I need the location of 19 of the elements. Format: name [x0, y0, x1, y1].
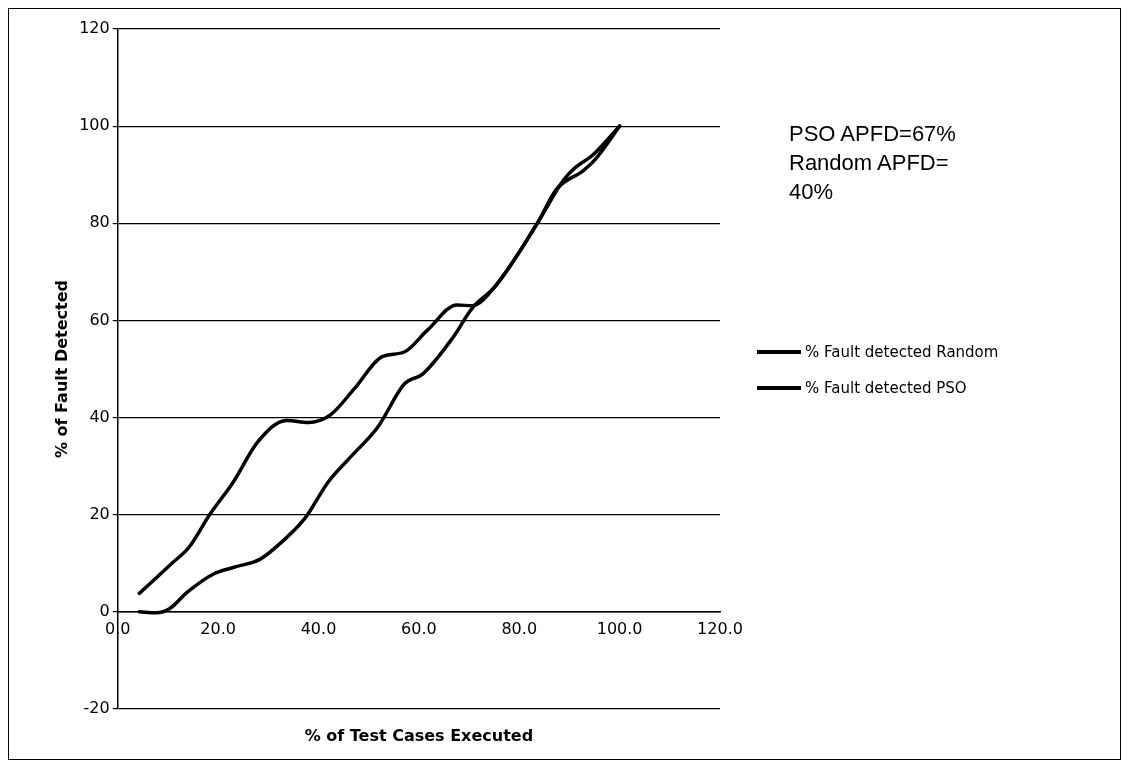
y-tick-label: 120	[79, 18, 110, 38]
y-tick-label: 20	[89, 503, 110, 523]
x-tick-label: 80.0	[501, 618, 538, 638]
x-tick-label: 20.0	[200, 618, 236, 638]
x-tick-label: 40.0	[300, 618, 337, 638]
legend-label: % Fault detected PSO	[805, 379, 967, 397]
y-tick-label: 100	[79, 115, 110, 135]
x-tick-label: 60.0	[401, 618, 437, 638]
y-tick-label: -20	[83, 698, 110, 718]
y-tick-label: 60	[89, 309, 110, 329]
y-tick-label: 0	[99, 601, 110, 621]
y-tick-label: 80	[89, 212, 110, 232]
y-axis-title: % of Fault Detected	[51, 279, 71, 459]
text: PSO APFD=67% Random APFD= 40%	[789, 120, 957, 206]
x-tick-label: 100.0	[596, 618, 643, 638]
x-axis-title: % of Test Cases Executed	[304, 726, 534, 746]
x-tick-label: 120.0	[697, 618, 743, 638]
y-tick-label: 40	[89, 406, 110, 426]
legend-label: % Fault detected Random	[805, 343, 999, 361]
